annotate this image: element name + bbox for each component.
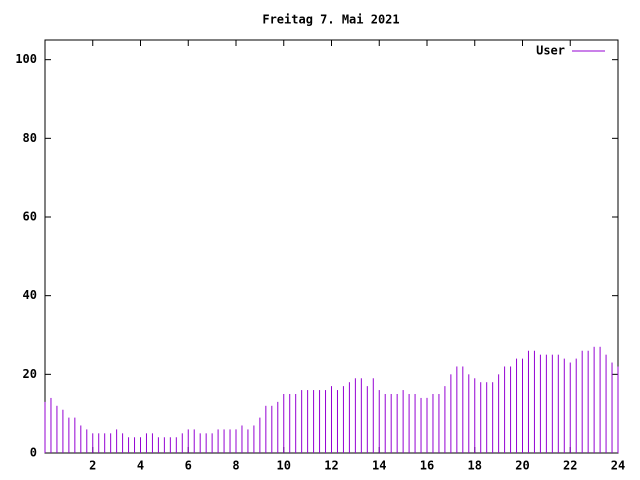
legend-label: User [536, 44, 565, 58]
y-tick-label: 20 [23, 367, 37, 381]
y-tick-label: 80 [23, 131, 37, 145]
x-tick-label: 22 [563, 459, 577, 473]
x-tick-label: 12 [324, 459, 338, 473]
x-tick-label: 10 [277, 459, 291, 473]
x-tick-label: 20 [515, 459, 529, 473]
chart-title: Freitag 7. Mai 2021 [262, 13, 399, 27]
x-tick-label: 14 [372, 459, 386, 473]
y-tick-label: 40 [23, 288, 37, 302]
x-tick-label: 2 [89, 459, 96, 473]
y-tick-label: 0 [30, 446, 37, 460]
x-tick-label: 16 [420, 459, 434, 473]
x-tick-label: 18 [468, 459, 482, 473]
y-tick-label: 60 [23, 210, 37, 224]
x-tick-label: 8 [232, 459, 239, 473]
x-tick-label: 6 [185, 459, 192, 473]
y-tick-label: 100 [15, 52, 37, 66]
x-tick-label: 4 [137, 459, 144, 473]
x-tick-label: 24 [611, 459, 625, 473]
